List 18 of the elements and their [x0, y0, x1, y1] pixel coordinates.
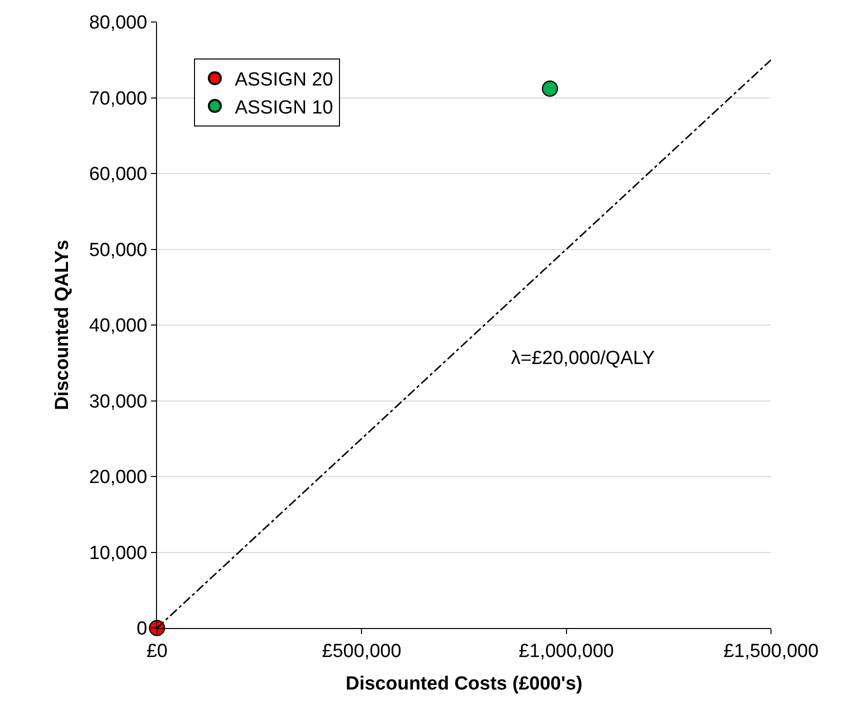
y-tick-label: 20,000: [89, 467, 148, 488]
x-tick-label: £500,000: [322, 640, 402, 662]
y-tick-label: 60,000: [89, 164, 148, 186]
legend-label: ASSIGN 20: [234, 70, 334, 91]
y-tick-label: 80,000: [89, 12, 148, 34]
x-tick-label: £1,000,000: [518, 640, 614, 662]
y-tick-label: 40,000: [89, 316, 148, 337]
y-tick-label: 0: [136, 618, 148, 640]
x-tick-label: £0: [146, 640, 168, 662]
y-axis-title: Discounted QALYs: [52, 240, 73, 410]
annotation: λ=£20,000/QALY: [511, 348, 656, 369]
y-tick-label: 30,000: [89, 391, 148, 412]
y-tick-label: 10,000: [89, 542, 148, 564]
y-tick-label: 70,000: [89, 88, 148, 110]
x-tick-label: £1,500,000: [723, 640, 819, 662]
y-tick-label: 50,000: [89, 240, 148, 261]
legend-label: ASSIGN 10: [234, 97, 334, 118]
x-axis-title: Discounted Costs (£000's): [346, 674, 582, 695]
